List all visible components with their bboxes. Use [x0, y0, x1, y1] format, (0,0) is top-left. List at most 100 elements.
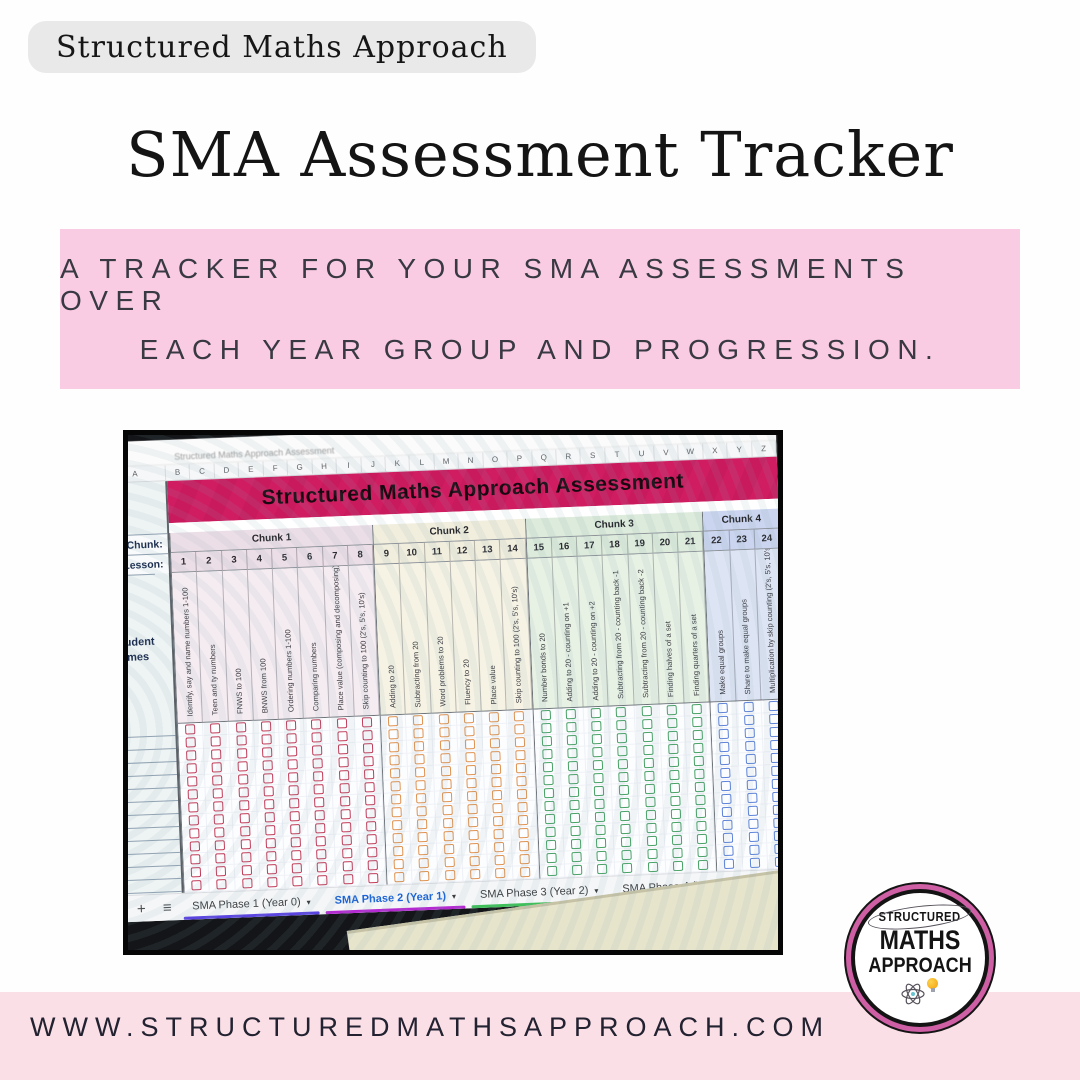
checkbox-cell[interactable] [563, 837, 589, 852]
checkbox-cell[interactable] [357, 780, 382, 795]
checkbox-cell[interactable] [659, 703, 685, 718]
checkbox-cell[interactable] [483, 749, 509, 764]
checkbox-cell[interactable] [330, 755, 356, 770]
checkbox-cell[interactable] [254, 732, 279, 747]
checkbox-cell[interactable] [334, 833, 359, 848]
checkbox-cell[interactable] [360, 871, 386, 886]
checkbox-cell[interactable] [688, 793, 713, 808]
checkbox-cell[interactable] [412, 869, 438, 884]
checkbox-cell[interactable] [355, 741, 381, 756]
checkbox-cell[interactable] [509, 774, 535, 789]
checkbox-cell[interactable] [537, 812, 563, 827]
checkbox-cell[interactable] [281, 783, 307, 798]
checkbox-cell[interactable] [684, 702, 710, 717]
column-letter[interactable]: A [128, 465, 167, 483]
checkbox-cell[interactable] [585, 745, 610, 760]
checkbox-cell[interactable] [512, 839, 537, 854]
column-letter[interactable]: F [263, 460, 289, 477]
checkbox-cell[interactable] [360, 858, 386, 873]
checkbox-cell[interactable] [432, 738, 458, 753]
checkbox-cell[interactable] [231, 785, 256, 800]
column-letter[interactable]: U [629, 445, 655, 462]
column-letter[interactable]: W [678, 443, 704, 460]
checkbox-cell[interactable] [306, 769, 331, 784]
checkbox-cell[interactable] [613, 809, 638, 824]
checkbox-cell[interactable] [511, 813, 536, 828]
checkbox-cell[interactable] [585, 758, 611, 773]
checkbox-cell[interactable] [461, 828, 486, 843]
checkbox-cell[interactable] [765, 803, 778, 818]
checkbox-cell[interactable] [533, 708, 558, 723]
column-letter[interactable]: T [605, 446, 631, 463]
checkbox-cell[interactable] [254, 745, 280, 760]
checkbox-cell[interactable] [686, 754, 712, 769]
checkbox-cell[interactable] [462, 867, 488, 882]
checkbox-cell[interactable] [561, 785, 587, 800]
checkbox-cell[interactable] [207, 825, 233, 840]
checkbox-cell[interactable] [687, 780, 713, 795]
checkbox-cell[interactable] [610, 744, 636, 759]
checkbox-cell[interactable] [538, 838, 564, 853]
checkbox-cell[interactable] [634, 717, 660, 732]
checkbox-cell[interactable] [233, 850, 259, 865]
column-letter[interactable]: N [458, 452, 484, 469]
checkbox-cell[interactable] [280, 770, 306, 785]
checkbox-cell[interactable] [564, 863, 590, 878]
column-letter[interactable]: P [507, 450, 533, 467]
tab-dropdown-icon[interactable]: ▾ [451, 891, 457, 901]
all-sheets-menu-button[interactable]: ≡ [162, 898, 173, 917]
checkbox-cell[interactable] [357, 793, 383, 808]
checkbox-cell[interactable] [509, 761, 534, 776]
checkbox-cell[interactable] [558, 707, 584, 722]
checkbox-cell[interactable] [411, 856, 437, 871]
column-letter[interactable]: Z [751, 440, 777, 457]
checkbox-cell[interactable] [436, 855, 462, 870]
checkbox-cell[interactable] [304, 730, 330, 745]
checkbox-cell[interactable] [533, 721, 559, 736]
checkbox-cell[interactable] [665, 846, 690, 861]
checkbox-cell[interactable] [406, 713, 431, 728]
checkbox-cell[interactable] [329, 716, 355, 731]
checkbox-cell[interactable] [354, 715, 380, 730]
checkbox-cell[interactable] [381, 727, 407, 742]
checkbox-cell[interactable] [507, 722, 533, 737]
checkbox-cell[interactable] [383, 779, 409, 794]
checkbox-cell[interactable] [687, 767, 712, 782]
checkbox-cell[interactable] [685, 715, 710, 730]
checkbox-cell[interactable] [331, 781, 357, 796]
checkbox-cell[interactable] [639, 834, 665, 849]
checkbox-cell[interactable] [279, 744, 305, 759]
checkbox-cell[interactable] [305, 756, 331, 771]
checkbox-cell[interactable] [762, 725, 778, 740]
checkbox-cell[interactable] [460, 815, 486, 830]
checkbox-cell[interactable] [284, 848, 309, 863]
column-letter[interactable]: L [409, 454, 435, 471]
checkbox-cell[interactable] [437, 868, 463, 883]
checkbox-cell[interactable] [690, 845, 716, 860]
checkbox-cell[interactable] [608, 705, 634, 720]
column-letter[interactable]: G [287, 459, 313, 476]
checkbox-cell[interactable] [537, 825, 563, 840]
checkbox-cell[interactable] [284, 861, 310, 876]
checkbox-cell[interactable] [332, 794, 358, 809]
checkbox-cell[interactable] [408, 765, 433, 780]
checkbox-cell[interactable] [609, 718, 635, 733]
column-letter[interactable]: D [214, 462, 240, 479]
checkbox-cell[interactable] [310, 873, 336, 888]
checkbox-cell[interactable] [283, 835, 309, 850]
checkbox-cell[interactable] [431, 712, 456, 727]
checkbox-cell[interactable] [637, 795, 663, 810]
checkbox-cell[interactable] [407, 739, 432, 754]
checkbox-cell[interactable] [762, 738, 778, 753]
tab-dropdown-icon[interactable]: ▾ [594, 885, 599, 895]
checkbox-cell[interactable] [259, 875, 285, 890]
checkbox-cell[interactable] [435, 829, 461, 844]
checkbox-cell[interactable] [335, 859, 360, 874]
column-letter[interactable]: Y [727, 441, 753, 458]
checkbox-cell[interactable] [333, 820, 359, 835]
checkbox-cell[interactable] [332, 807, 358, 822]
checkbox-cell[interactable] [587, 797, 613, 812]
checkbox-cell[interactable] [410, 817, 435, 832]
checkbox-cell[interactable] [456, 724, 482, 739]
checkbox-cell[interactable] [714, 805, 740, 820]
